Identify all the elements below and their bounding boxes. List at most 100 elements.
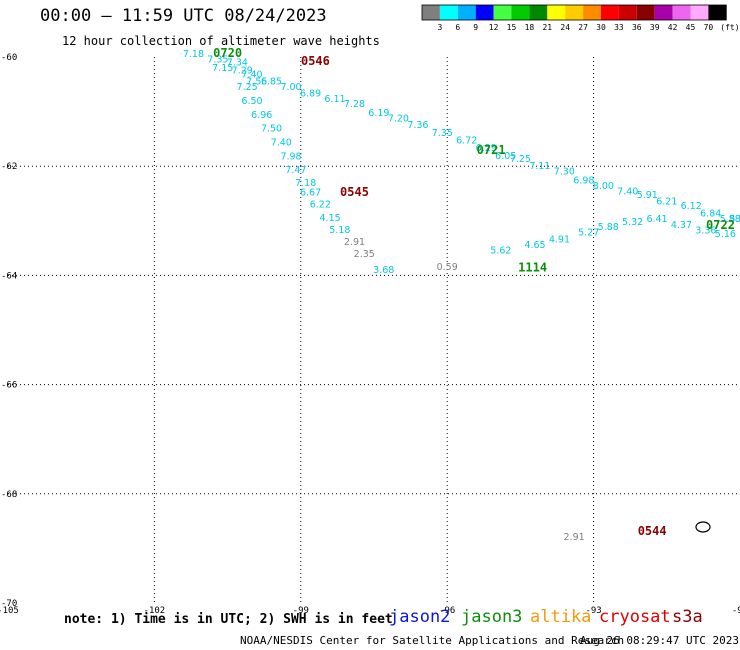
pass-time-label: 0544 (638, 524, 667, 538)
colorbar-swatch (529, 5, 548, 20)
colorbar-label: 39 (650, 23, 660, 32)
swh-point-label: 5.79 (729, 214, 740, 225)
credit-line: NOAA/NESDIS Center for Satellite Applica… (240, 634, 625, 647)
colorbar-label: 21 (542, 23, 552, 32)
colorbar-swatch (690, 5, 709, 20)
swh-point-label: 4.91 (549, 235, 570, 246)
timestamp: Aug 26 08:29:47 UTC 2023 (580, 634, 739, 647)
swh-point-label: 6.89 (300, 88, 321, 99)
swh-point-label: 6.29 (476, 143, 497, 154)
legend-jason3: jason3 (461, 607, 523, 627)
swh-point-label: 0.59 (437, 262, 458, 273)
colorbar-label: 33 (614, 23, 624, 32)
colorbar-unit: (ft) (720, 23, 739, 32)
colorbar-label: 12 (489, 23, 499, 32)
swh-point-label: 3.36 (695, 225, 716, 236)
footnote: note: 1) Time is in UTC; 2) SWH is in fe… (64, 612, 393, 627)
colorbar-label: 9 (473, 23, 478, 32)
pass-time-label: 0720 (213, 46, 242, 60)
pass-time-label: 0546 (301, 54, 330, 68)
swh-point-label: 6.98 (573, 176, 594, 187)
legend-jason2: jason2 (389, 607, 451, 627)
island-outline (695, 521, 711, 533)
swh-point-label: 7.00 (280, 82, 301, 93)
page-subtitle: 12 hour collection of altimeter wave hei… (62, 34, 380, 48)
swh-point-label: 6.19 (368, 108, 389, 119)
swh-point-label: 7.50 (261, 123, 282, 134)
swh-point-label: 7.40 (271, 137, 292, 148)
legend-altika: altika (530, 607, 592, 627)
colorbar-swatch (493, 5, 512, 20)
swh-point-label: 6.11 (324, 94, 345, 105)
swh-point-label: 7.30 (554, 166, 575, 177)
legend-cryosat: cryosat (599, 607, 671, 627)
colorbar-label: 24 (560, 23, 570, 32)
swh-point-label: 6.22 (310, 200, 331, 211)
y-tick-label: -64 (1, 271, 17, 281)
swh-point-label: 7.36 (407, 120, 428, 131)
colorbar-swatch (457, 5, 476, 20)
swh-point-label: 6.85 (261, 76, 282, 87)
swh-point-label: 2.91 (344, 237, 365, 248)
swh-point-label: 7.34 (227, 58, 248, 69)
legend-s3a: s3a (672, 607, 703, 627)
swh-point-label: 5.91 (637, 190, 658, 201)
swh-point-label: 6.67 (300, 188, 321, 199)
swh-point-label: 5.16 (715, 229, 736, 240)
swh-point-label: 2.91 (564, 532, 585, 543)
swh-point-label: 6.12 (681, 201, 702, 212)
swh-point-label: 7.25 (237, 82, 258, 93)
colorbar-label: 30 (596, 23, 606, 32)
swh-point-label: 6.05 (495, 151, 516, 162)
colorbar-swatch (475, 5, 494, 20)
x-tick-label: -93 (585, 606, 601, 616)
colorbar-swatch (708, 5, 727, 20)
colorbar-label: 18 (525, 23, 535, 32)
swh-point-label: 5.27 (578, 228, 599, 239)
pass-time-label: 0721 (477, 143, 506, 157)
swh-point-label: 3.68 (373, 265, 394, 276)
swh-point-label: 7.98 (280, 152, 301, 163)
swh-point-label: 6.72 (456, 135, 477, 146)
x-tick-label: -105 (0, 606, 19, 616)
swh-point-label: 7.55 (246, 76, 267, 87)
colorbar-label: 15 (507, 23, 517, 32)
colorbar-frame (421, 4, 727, 21)
colorbar-label: 27 (578, 23, 588, 32)
swh-point-label: 5.88 (598, 222, 619, 233)
colorbar-label: 3 (437, 23, 442, 32)
x-tick-label: -90 (732, 606, 740, 616)
pass-time-label: 1114 (518, 261, 547, 275)
swh-point-label: 7.40 (241, 70, 262, 81)
swh-point-label: 6.21 (656, 196, 677, 207)
colorbar-label: 70 (704, 23, 714, 32)
swh-point-label: 7.40 (617, 187, 638, 198)
colorbar-swatch (583, 5, 601, 20)
swh-point-label: 5.62 (490, 246, 511, 257)
swh-point-label: 7.20 (388, 113, 409, 124)
swh-point-label: 7.25 (510, 154, 531, 165)
swh-point-label: 7.18 (183, 49, 204, 60)
swh-points: 7.18 7.357.347.157.297.407.556.857.006.89… (183, 49, 740, 543)
swh-point-label: 7.47 (285, 165, 306, 176)
pass-time-label: 0545 (340, 185, 369, 199)
swh-point-label: 7.35 (207, 54, 228, 65)
swh-point-label: 5.32 (622, 217, 643, 228)
colorbar-label: 45 (686, 23, 696, 32)
swh-point-label: 7.28 (344, 99, 365, 110)
x-tick-label: -102 (144, 606, 166, 616)
x-tick-label: -96 (439, 606, 455, 616)
y-tick-label: -60 (1, 53, 17, 63)
colorbar-label: 36 (632, 23, 642, 32)
colorbar-swatch (565, 5, 584, 20)
y-tick-label: -68 (1, 490, 17, 500)
swh-point-label: 6.96 (251, 110, 272, 121)
colorbar-swatch (636, 5, 655, 20)
y-tick-label: -66 (1, 381, 17, 391)
swh-point-label: 4.37 (671, 220, 692, 231)
x-tick-label: -99 (293, 606, 309, 616)
colorbar-swatch (439, 5, 458, 20)
swh-point-label: 7.18 (295, 178, 316, 189)
colorbar-label: 6 (455, 23, 460, 32)
